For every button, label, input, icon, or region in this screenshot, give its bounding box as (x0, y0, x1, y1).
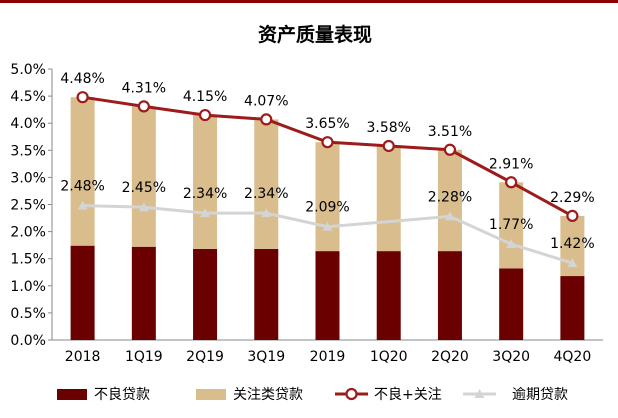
bar-npl (193, 248, 218, 340)
y-tick-label: 4.5% (10, 89, 46, 105)
label-npl-plus-special: 4.15% (183, 89, 227, 105)
bar-special-mention (315, 142, 340, 252)
label-npl-plus-special: 4.48% (60, 71, 104, 87)
y-tick-label: 5.0% (10, 62, 46, 78)
x-tick-label: 3Q19 (247, 349, 285, 365)
point-overdue (567, 258, 578, 268)
bar-special-mention (131, 106, 156, 247)
legend-label-npl-plus-special: 不良+关注 (374, 387, 442, 403)
point-npl-plus-special (260, 113, 273, 126)
label-overdue: 2.45% (122, 180, 166, 196)
y-tick-label: 3.5% (10, 143, 46, 159)
legend-label-overdue: 逾期贷款 (512, 387, 568, 403)
label-npl-plus-special: 3.65% (305, 116, 349, 132)
bar-npl (254, 248, 279, 340)
x-tick-label: 1Q20 (370, 349, 408, 365)
y-tick-label: 0.0% (10, 333, 46, 349)
point-overdue (138, 202, 149, 212)
label-npl-plus-special: 4.31% (122, 80, 166, 96)
y-tick-label: 1.0% (10, 279, 46, 295)
bar-special-mention (70, 97, 95, 246)
line-layer (76, 91, 579, 268)
label-overdue: 2.34% (244, 186, 288, 202)
label-npl-plus-special: 2.29% (550, 190, 594, 206)
y-tick-label: 3.0% (10, 170, 46, 186)
x-tick-label: 1Q19 (125, 349, 163, 365)
legend-label-special-mention: 关注类贷款 (233, 387, 303, 403)
line-overdue (82, 204, 573, 265)
x-tick-label: 2Q19 (186, 349, 224, 365)
x-tick-label: 3Q20 (492, 349, 530, 365)
bar-npl (315, 251, 340, 340)
x-tick-label: 4Q20 (554, 349, 592, 365)
bar-layer (70, 97, 585, 340)
label-npl-plus-special: 3.58% (366, 120, 410, 136)
y-tick-label: 0.5% (10, 306, 46, 322)
x-tick-label: 2018 (65, 349, 101, 365)
point-overdue (444, 211, 455, 221)
chart-title: 资产质量表现 (258, 23, 372, 46)
label-overdue: 1.77% (489, 217, 533, 233)
x-tick-label: 2019 (310, 349, 346, 365)
y-tick-label: 1.5% (10, 252, 46, 268)
label-npl-plus-special: 4.07% (244, 93, 288, 109)
bar-npl (70, 245, 95, 340)
point-npl-plus-special (198, 108, 212, 122)
point-npl-plus-special (382, 139, 395, 153)
top-rule (0, 0, 618, 3)
legend-swatch-special-mention (196, 389, 226, 400)
bar-npl (376, 251, 401, 340)
axis-layer: 0.0% 0.5% 1.0% 1.5% 2.0% 2.5% 3.0% 3.5% 4.0% 4.5%… (10, 62, 603, 365)
label-npl-plus-special: 3.51% (428, 124, 472, 140)
point-npl-plus-special (321, 136, 334, 149)
label-npl-plus-special: 2.91% (489, 156, 533, 172)
label-layer: 4.48% 4.31% 4.15% 4.07% 3.65% 3.58% 3.51% 2.91%… (60, 71, 594, 252)
legend-swatch-npl (57, 389, 87, 400)
label-overdue: 2.09% (305, 200, 349, 216)
point-npl-plus-special (443, 143, 457, 156)
legend-marker-npl-plus-special (345, 387, 358, 401)
point-overdue (261, 208, 272, 218)
label-overdue: 1.42% (550, 236, 594, 252)
bar-npl (560, 276, 585, 340)
point-npl-plus-special (566, 209, 579, 222)
point-npl-plus-special (505, 176, 518, 189)
point-npl-plus-special (137, 100, 150, 113)
label-overdue: 2.28% (428, 189, 472, 205)
bar-special-mention (437, 149, 462, 252)
y-tick-label: 2.5% (10, 198, 46, 214)
bar-npl (131, 246, 156, 340)
label-overdue: 2.34% (183, 186, 227, 202)
bar-special-mention (376, 145, 401, 252)
x-tick-label: 2Q20 (431, 349, 469, 365)
bar-special-mention (254, 119, 279, 249)
point-npl-plus-special (76, 91, 89, 104)
legend-layer: 不良贷款 关注类贷款 不良+关注 逾期贷款 (57, 387, 568, 403)
point-overdue (322, 221, 333, 231)
bar-npl (499, 268, 524, 340)
legend-label-npl: 不良贷款 (94, 387, 150, 403)
y-tick-label: 4.0% (10, 116, 46, 132)
bar-npl (437, 251, 462, 340)
point-overdue (200, 208, 211, 218)
label-overdue: 2.48% (60, 179, 104, 195)
legend-marker-overdue (474, 389, 485, 398)
y-tick-label: 2.0% (10, 225, 46, 241)
point-overdue (506, 239, 517, 249)
point-overdue (77, 200, 88, 210)
bar-special-mention (193, 115, 218, 249)
